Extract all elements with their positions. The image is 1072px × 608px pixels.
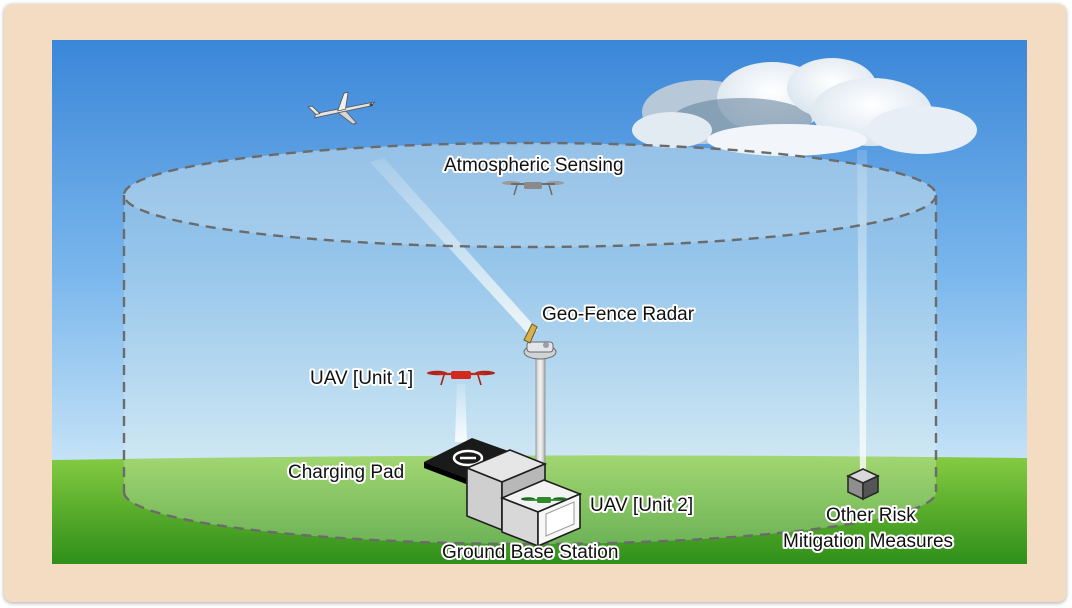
- geo-fence-top: [124, 143, 936, 247]
- uav-operations-scene: Atmospheric Sensing Geo-Fence Radar UAV …: [52, 40, 1027, 564]
- uav-1-beam: [455, 384, 467, 442]
- quadcopter-icon: [521, 497, 567, 503]
- label-geo-fence-radar: Geo-Fence Radar: [542, 304, 695, 325]
- label-ground-base-station: Ground Base Station: [442, 542, 618, 563]
- label-uav-unit-1: UAV [Unit 1]: [310, 368, 413, 389]
- radar-icon: [523, 323, 557, 360]
- label-uav-unit-2: UAV [Unit 2]: [590, 495, 693, 516]
- risk-beam: [857, 150, 867, 476]
- label-mitigation-measures: Mitigation Measures: [783, 531, 953, 552]
- geo-fence-boundary: [122, 141, 938, 546]
- cloud-icon: [632, 58, 977, 156]
- aircraft-radar-beam: [370, 158, 538, 334]
- cube-icon: [846, 468, 880, 501]
- label-other-risk: Other Risk: [826, 505, 916, 526]
- base-station-box-icon: [464, 449, 583, 548]
- quadcopter-icon: [502, 181, 564, 196]
- label-atmospheric-sensing: Atmospheric Sensing: [444, 155, 624, 176]
- radar-pole: [535, 354, 546, 474]
- label-charging-pad: Charging Pad: [288, 462, 404, 483]
- fixed-wing-icon: [307, 91, 376, 125]
- quadcopter-icon: [427, 370, 495, 386]
